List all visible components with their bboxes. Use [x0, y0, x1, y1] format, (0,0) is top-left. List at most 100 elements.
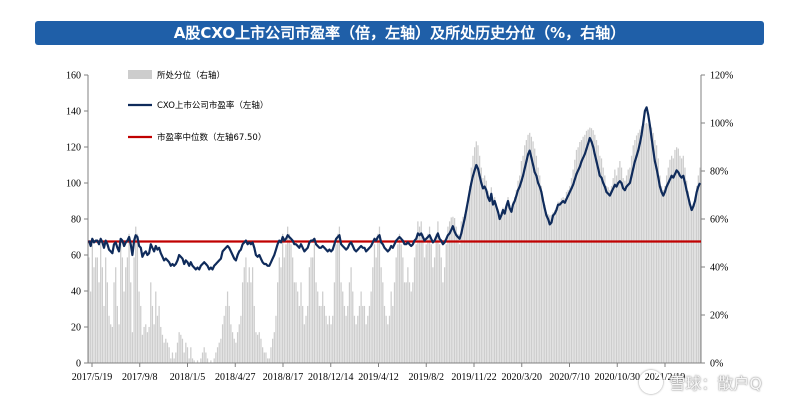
- percentile-bar: [93, 267, 95, 363]
- percentile-bar: [131, 332, 134, 363]
- percentile-bar: [472, 155, 474, 363]
- percentile-bar: [637, 132, 639, 363]
- percentile-bar: [383, 305, 386, 363]
- percentile-bar: [647, 124, 649, 363]
- percentile-bar: [594, 134, 596, 363]
- percentile-bar: [584, 134, 586, 363]
- percentile-bar: [312, 257, 314, 363]
- percentile-bar: [577, 147, 579, 363]
- percentile-bar: [205, 352, 207, 363]
- percentile-bar: [507, 197, 509, 363]
- percentile-bar: [337, 233, 339, 363]
- percentile-bar: [650, 127, 653, 363]
- percentile-bar: [170, 358, 172, 363]
- percentile-bar: [642, 124, 644, 363]
- percentile-bar: [610, 185, 613, 363]
- percentile-bar: [615, 175, 618, 363]
- percentile-bar: [357, 315, 359, 363]
- percentile-bar: [490, 187, 492, 363]
- percentile-bar: [332, 315, 334, 363]
- percentile-bar: [145, 324, 147, 363]
- percentile-bar: [150, 282, 152, 363]
- percentile-bar: [445, 244, 447, 363]
- percentile-bar: [681, 158, 683, 363]
- percentile-bar: [604, 175, 606, 363]
- percentile-bar: [605, 185, 608, 363]
- percentile-bar: [317, 291, 319, 363]
- percentile-bar: [423, 257, 426, 363]
- right-tick-label: 120%: [710, 71, 733, 82]
- percentile-bar: [180, 334, 182, 363]
- left-tick-label: 40: [71, 287, 81, 298]
- percentile-bar: [315, 282, 317, 363]
- percentile-bar: [465, 207, 467, 363]
- percentile-bar: [185, 342, 187, 363]
- percentile-bar: [590, 128, 593, 363]
- percentile-bar: [448, 221, 451, 363]
- percentile-bar: [253, 305, 255, 363]
- percentile-bar: [497, 208, 499, 363]
- percentile-bar: [230, 324, 232, 363]
- percentile-bar: [135, 226, 137, 363]
- x-tick-label: 2018/1/5: [170, 372, 206, 383]
- percentile-bar: [215, 352, 217, 363]
- percentile-bar: [96, 257, 98, 363]
- percentile-bar: [420, 221, 422, 363]
- percentile-bar: [120, 244, 122, 363]
- percentile-bar: [347, 305, 349, 363]
- percentile-bar: [133, 257, 135, 363]
- legend-median-label: 市盈率中位数（左轴67.50）: [157, 132, 266, 143]
- percentile-bar: [176, 342, 179, 363]
- percentile-bar: [297, 291, 299, 363]
- percentile-bar: [502, 207, 504, 363]
- percentile-bar: [128, 233, 130, 363]
- percentile-bar: [287, 226, 289, 363]
- percentile-bar: [519, 175, 521, 363]
- percentile-bar: [547, 214, 549, 363]
- percentile-bar: [363, 305, 366, 363]
- percentile-bar: [348, 282, 351, 363]
- percentile-bar: [203, 347, 205, 363]
- percentile-bar: [620, 167, 623, 363]
- percentile-bar: [355, 324, 357, 363]
- percentile-bar: [248, 267, 250, 363]
- percentile-bar: [395, 257, 397, 363]
- left-tick-label: 60: [71, 251, 81, 262]
- percentile-bar: [155, 291, 157, 363]
- percentile-bar: [634, 140, 636, 363]
- percentile-bar: [463, 214, 466, 363]
- percentile-bar: [130, 282, 132, 363]
- percentile-bar: [470, 167, 472, 363]
- percentile-bar: [677, 148, 679, 363]
- legend-bar-label: 所处分位（右轴）: [157, 70, 225, 81]
- percentile-bar: [413, 257, 416, 363]
- percentile-bar: [175, 352, 177, 363]
- percentile-bar: [216, 347, 219, 363]
- percentile-bar: [330, 324, 332, 363]
- percentile-bar: [686, 180, 688, 363]
- percentile-bar: [385, 315, 387, 363]
- percentile-bar: [240, 315, 242, 363]
- percentile-bar: [617, 167, 619, 363]
- percentile-bar: [494, 197, 496, 363]
- percentile-bar: [243, 267, 245, 363]
- snowball-logo-icon: [639, 370, 664, 394]
- percentile-bar: [433, 257, 436, 363]
- percentile-bar: [659, 175, 661, 363]
- percentile-bar: [168, 347, 170, 363]
- percentile-bar: [320, 305, 322, 363]
- percentile-bar: [425, 244, 427, 363]
- right-tick-label: 60%: [710, 215, 728, 226]
- percentile-bar: [457, 233, 459, 363]
- percentile-bar: [412, 282, 414, 363]
- percentile-bar: [619, 161, 621, 363]
- percentile-bar: [273, 332, 275, 363]
- percentile-bar: [138, 291, 140, 363]
- percentile-bar: [669, 159, 671, 363]
- percentile-bar: [275, 315, 277, 363]
- percentile-bar: [100, 244, 102, 363]
- percentile-bar: [452, 216, 454, 363]
- percentile-bar: [372, 267, 374, 363]
- pe-line: [87, 106, 701, 271]
